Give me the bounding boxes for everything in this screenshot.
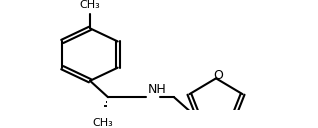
Text: NH: NH bbox=[148, 83, 167, 95]
Text: CH₃: CH₃ bbox=[93, 119, 114, 128]
Text: O: O bbox=[213, 69, 223, 82]
Text: CH₃: CH₃ bbox=[80, 0, 100, 10]
